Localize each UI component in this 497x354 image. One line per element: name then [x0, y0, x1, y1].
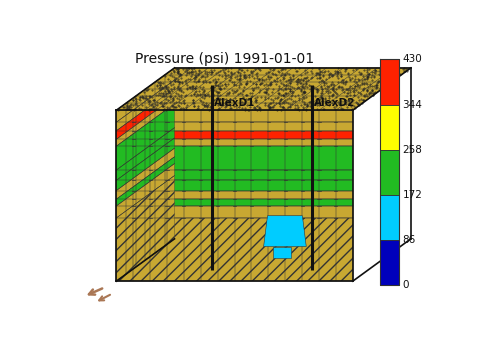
Polygon shape	[116, 139, 353, 146]
Polygon shape	[116, 176, 174, 281]
Polygon shape	[116, 146, 353, 170]
Polygon shape	[116, 199, 353, 206]
Text: AlexD2: AlexD2	[314, 98, 355, 108]
Polygon shape	[116, 122, 353, 131]
Polygon shape	[116, 190, 353, 199]
Polygon shape	[380, 150, 399, 195]
Text: Pressure (psi) 1991-01-01: Pressure (psi) 1991-01-01	[135, 52, 315, 67]
Polygon shape	[380, 59, 399, 104]
Polygon shape	[380, 195, 399, 240]
Text: 430: 430	[403, 55, 422, 64]
Polygon shape	[116, 157, 174, 206]
Text: 344: 344	[403, 99, 422, 109]
Polygon shape	[273, 246, 291, 258]
Polygon shape	[116, 68, 411, 110]
Polygon shape	[116, 97, 174, 146]
Polygon shape	[263, 216, 306, 246]
Polygon shape	[116, 88, 174, 139]
Polygon shape	[116, 138, 174, 190]
Text: AlexD1: AlexD1	[214, 98, 255, 108]
Polygon shape	[116, 68, 174, 122]
Polygon shape	[116, 218, 353, 281]
Polygon shape	[116, 164, 174, 218]
Polygon shape	[116, 148, 174, 199]
Text: 0: 0	[403, 280, 409, 290]
Polygon shape	[380, 240, 399, 285]
Polygon shape	[116, 206, 353, 218]
Polygon shape	[116, 170, 353, 180]
Polygon shape	[116, 80, 174, 131]
Polygon shape	[116, 104, 174, 170]
Polygon shape	[116, 180, 353, 190]
Polygon shape	[116, 110, 353, 122]
Polygon shape	[116, 128, 174, 180]
Polygon shape	[380, 104, 399, 150]
Text: 258: 258	[403, 145, 422, 155]
Text: 86: 86	[403, 235, 415, 245]
Polygon shape	[116, 131, 353, 139]
Text: 172: 172	[403, 190, 422, 200]
